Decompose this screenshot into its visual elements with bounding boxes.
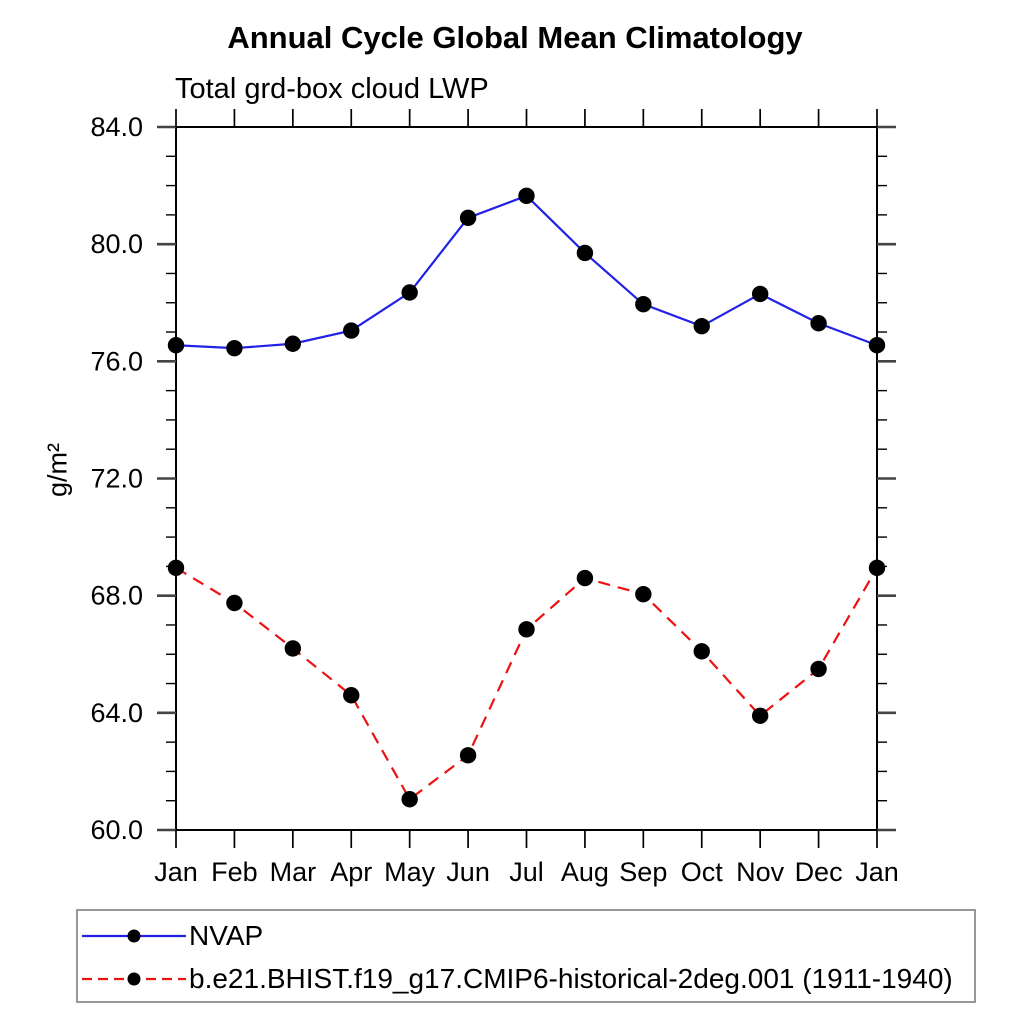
data-point-marker — [635, 296, 652, 313]
data-point-marker — [284, 640, 302, 657]
data-point-marker — [459, 747, 477, 764]
data-point-marker — [343, 322, 360, 339]
legend-item-nvap: NVAP — [82, 918, 263, 954]
data-point-marker — [751, 285, 769, 303]
data-point-marker — [167, 559, 185, 577]
data-point-marker — [751, 707, 769, 724]
legend-item-model: b.e21.BHIST.f19_g17.CMIP6-historical-2de… — [82, 961, 953, 997]
data-point-marker — [518, 187, 535, 205]
axes — [175, 126, 878, 831]
y-tick-label: 80.0 — [90, 229, 143, 259]
data-point-marker — [459, 209, 477, 227]
x-tick-label: May — [384, 857, 436, 887]
chart-title: Annual Cycle Global Mean Climatology — [227, 20, 803, 55]
x-tick-label: Oct — [681, 857, 724, 887]
data-point-marker — [576, 569, 594, 587]
x-axis-ticks: Jan Feb Mar Apr May Jun Jul Aug Sep Oct Nov Dec Jan — [154, 109, 899, 887]
y-tick-label: 84.0 — [90, 112, 143, 142]
y-tick-label: 76.0 — [90, 346, 143, 376]
data-point-marker — [635, 586, 652, 603]
data-point-marker — [343, 687, 360, 704]
series-model — [167, 559, 886, 808]
data-point-marker — [693, 317, 710, 335]
x-tick-label: Jan — [154, 857, 198, 887]
series-nvap — [167, 187, 886, 357]
y-tick-label: 60.0 — [90, 815, 143, 845]
data-point-marker — [693, 643, 710, 660]
data-point-marker — [401, 284, 418, 301]
legend-box: NVAP b.e21.BHIST.f19_g17.CMIP6-historica… — [76, 909, 976, 1003]
chart-subtitle: Total grd-box cloud LWP — [175, 73, 489, 105]
x-tick-label: Feb — [211, 857, 258, 887]
x-tick-label: Jan — [855, 857, 899, 887]
data-point-marker — [226, 339, 243, 357]
x-tick-label: Jul — [509, 857, 544, 887]
legend-line-sample-model — [82, 972, 186, 986]
y-tick-label: 72.0 — [90, 464, 143, 494]
legend-label-nvap: NVAP — [189, 920, 264, 951]
data-point-marker — [518, 621, 535, 638]
data-point-marker — [810, 315, 827, 332]
legend-label-model: b.e21.BHIST.f19_g17.CMIP6-historical-2de… — [189, 963, 953, 994]
x-tick-label: Apr — [330, 857, 372, 887]
x-tick-label: Mar — [270, 857, 317, 887]
data-point-marker — [167, 337, 185, 354]
data-point-marker — [284, 335, 302, 352]
y-axis-ticks: 60.0 64.0 68.0 72.0 76.0 80.0 84.0 — [90, 112, 896, 845]
x-tick-label: Jun — [446, 857, 490, 887]
data-point-marker — [810, 660, 827, 678]
data-point-marker — [576, 244, 594, 262]
data-point-marker — [868, 559, 886, 577]
data-point-marker — [226, 594, 243, 612]
x-tick-label: Aug — [561, 857, 609, 887]
data-point-marker — [401, 791, 418, 808]
x-tick-label: Nov — [736, 857, 785, 887]
data-point-marker — [868, 337, 886, 354]
y-tick-label: 64.0 — [90, 698, 143, 728]
x-tick-label: Sep — [619, 857, 667, 887]
legend-line-sample-nvap — [82, 929, 186, 943]
y-tick-label: 68.0 — [90, 581, 143, 611]
x-tick-label: Dec — [795, 857, 843, 887]
